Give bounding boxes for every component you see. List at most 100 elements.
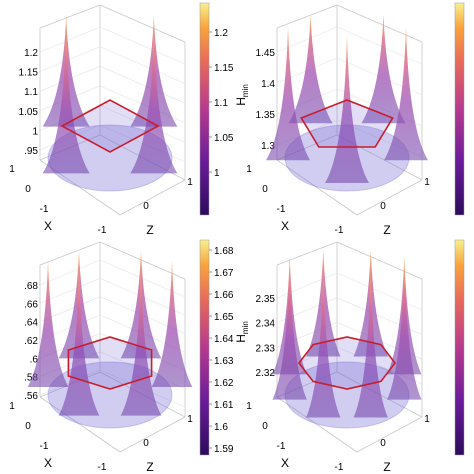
minimal-polygon [300, 99, 394, 148]
axis-box-edge [276, 159, 358, 216]
colorbar [454, 2, 465, 216]
axis-box-edge [119, 179, 186, 216]
z-tick-label: 1 [32, 126, 38, 137]
colorbar-tick-label: 1.05 [214, 133, 234, 144]
z-gridline [276, 26, 338, 53]
z-axis-tick-label: 0 [380, 438, 386, 449]
z-tick-label: 2.32 [256, 368, 276, 379]
x-tick-label: 1 [9, 164, 15, 175]
colorbar-tick-label: 1.1 [214, 98, 228, 109]
colorbar-tick-label: 1.65 [214, 312, 234, 323]
x-tick-label: -1 [40, 204, 49, 215]
axis-box-edge [99, 241, 186, 280]
z-tick-label: .62 [24, 336, 38, 347]
z-axis-tick-label: 1 [424, 414, 430, 425]
colorbar-tick-label: 1 [214, 168, 220, 179]
surface-spike [353, 271, 388, 418]
vertical-axis-label-subscript: min [241, 321, 250, 334]
colorbar [199, 239, 210, 456]
x-axis-label: X [281, 456, 289, 470]
z-gridline [99, 65, 186, 104]
z-gridline [99, 26, 186, 65]
axis-box-edge [356, 416, 423, 453]
minimal-polygon [67, 336, 153, 390]
z-tick-label: 2.35 [256, 294, 276, 305]
colorbar-tick-label: 1.6 [214, 422, 228, 433]
vertical-axis-label: Hmin [234, 321, 250, 343]
x-tick-label: 0 [262, 421, 268, 432]
z-gridline [99, 46, 186, 84]
colorbar-tick-label: 1.15 [214, 63, 234, 74]
z-axis-tick-label: 1 [424, 177, 430, 188]
z-axis-label: Z [383, 223, 390, 237]
axis-box-edge [336, 4, 423, 43]
surface-spike [266, 27, 311, 161]
surface-spike [58, 270, 100, 416]
x-axis-label: X [281, 219, 289, 233]
axis-box-edge [276, 4, 338, 29]
surface-spike [42, 31, 90, 174]
z-tick-label: .64 [24, 318, 38, 329]
colorbar-tick-label: 1.2 [214, 28, 228, 39]
z-gridline [336, 26, 423, 65]
minimal-polygon [297, 336, 397, 390]
axis-box-edge [276, 396, 358, 453]
z-axis-tick-label: -1 [335, 462, 344, 473]
z-axis-tick-label: 0 [143, 201, 149, 212]
axis-box-edge [99, 4, 186, 43]
surface-spike [27, 260, 69, 387]
axis-box-edge [39, 396, 121, 453]
z-axis-label: Z [383, 460, 390, 474]
x-axis-label: X [44, 456, 52, 470]
z-tick-label: 1.15 [19, 68, 39, 79]
colorbar-tick-label: 1.67 [214, 268, 234, 279]
x-tick-label: -1 [277, 441, 286, 452]
z-tick-label: .56 [24, 391, 38, 402]
z-axis-label: Z [146, 223, 153, 237]
z-gridline [39, 26, 101, 53]
surface-spike [151, 260, 193, 387]
z-axis-tick-label: -1 [98, 225, 107, 236]
x-tick-label: 0 [25, 184, 31, 195]
surface-spike [130, 31, 178, 174]
colorbar-tick-label: 1.63 [214, 356, 234, 367]
z-tick-label: 1.05 [19, 107, 39, 118]
z-axis-tick-label: 0 [143, 438, 149, 449]
z-tick-label: .95 [24, 146, 38, 157]
x-tick-label: 1 [246, 164, 252, 175]
x-tick-label: 1 [246, 401, 252, 412]
z-tick-label: 1.4 [261, 79, 275, 90]
z-axis-tick-label: 1 [187, 414, 193, 425]
x-tick-label: 1 [9, 401, 15, 412]
z-axis-tick-label: 0 [380, 201, 386, 212]
z-tick-label: .58 [24, 373, 38, 384]
x-tick-label: -1 [40, 441, 49, 452]
z-axis-tick-label: 1 [187, 177, 193, 188]
x-tick-label: -1 [277, 204, 286, 215]
z-tick-label: .66 [24, 299, 38, 310]
z-gridline [39, 259, 101, 286]
z-tick-label: 2.33 [256, 343, 276, 354]
axis-box-edge [276, 241, 338, 266]
minimal-polygon [60, 99, 160, 153]
z-tick-label: .68 [24, 281, 38, 292]
surface-spike [306, 271, 341, 418]
x-tick-label: 0 [25, 421, 31, 432]
z-gridline [39, 46, 101, 72]
x-tick-label: 0 [262, 184, 268, 195]
colorbar-tick-label: 1.61 [214, 400, 234, 411]
z-tick-label: .6 [30, 354, 39, 365]
z-tick-label: 1.35 [256, 110, 276, 121]
z-axis-label: Z [146, 460, 153, 474]
z-tick-label: 1.2 [24, 48, 38, 59]
axis-box-edge [119, 416, 186, 453]
colorbar-tick-label: 1.59 [214, 444, 234, 455]
colorbar-tick-label: 1.68 [214, 246, 234, 257]
axis-box-edge [356, 179, 423, 216]
colorbar-tick-label: 1.64 [214, 334, 234, 345]
